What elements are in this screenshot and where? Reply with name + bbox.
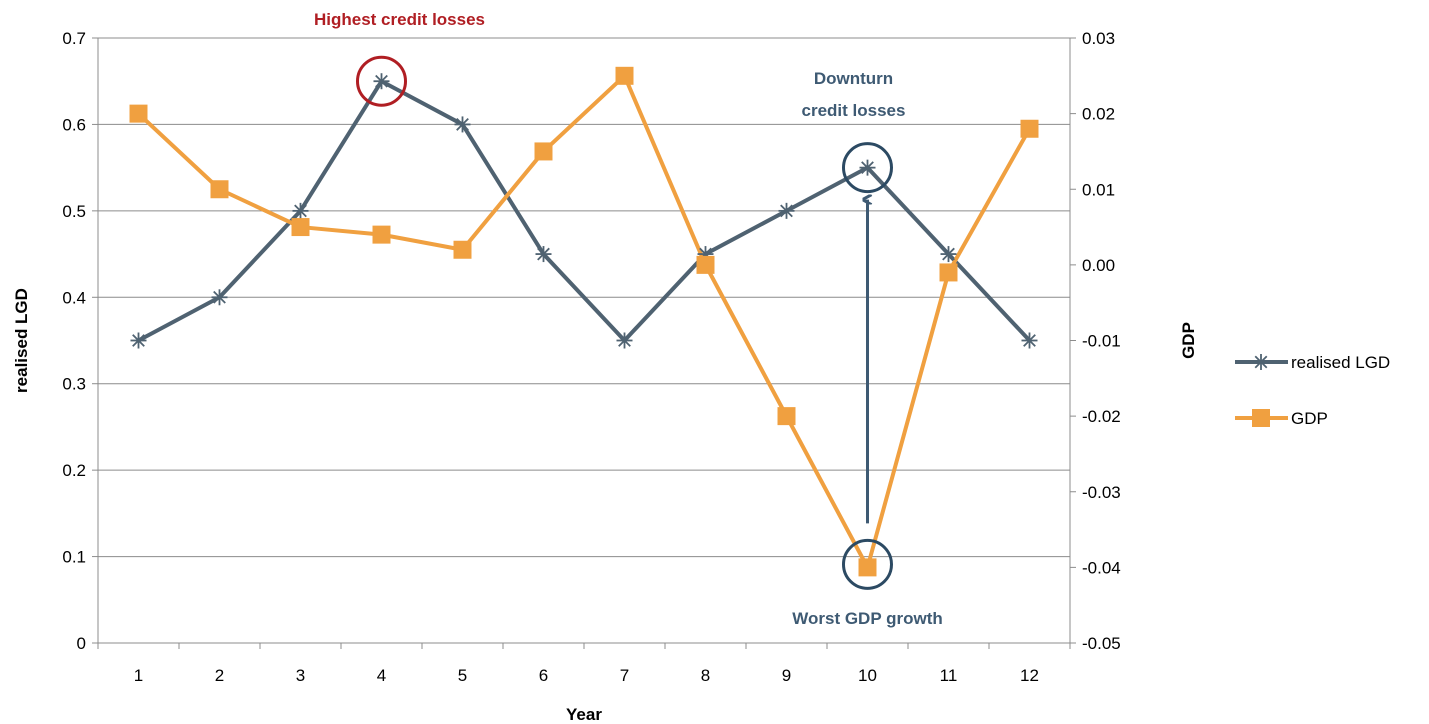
downturn-highlight-circle bbox=[842, 142, 893, 194]
worst-gdp-growth-label: Worst GDP growth bbox=[792, 609, 943, 628]
downturn-label-line-1: Downturn bbox=[814, 69, 893, 88]
legend-item-gdp: GDP bbox=[1235, 409, 1328, 428]
series-lines bbox=[137, 73, 1032, 570]
legend-label-realised-lgd: realised LGD bbox=[1291, 353, 1390, 372]
data-point-realised-lgd bbox=[616, 332, 633, 349]
left-tick-label: 0.4 bbox=[62, 288, 86, 307]
x-tick-label: 11 bbox=[940, 666, 958, 685]
legend-marker-gdp bbox=[1252, 409, 1270, 427]
x-tick-label: 1 bbox=[134, 666, 143, 685]
legend-item-realised-lgd: realised LGD bbox=[1235, 353, 1390, 372]
left-tick-labels: 0 0.1 0.2 0.3 0.4 0.5 0.6 0.7 bbox=[62, 29, 86, 653]
x-tick-labels: 1 2 3 4 5 6 7 8 9 10 11 12 bbox=[134, 666, 1039, 685]
right-tick-label: 0.02 bbox=[1082, 105, 1115, 124]
right-tick-label: -0.04 bbox=[1082, 558, 1121, 577]
annotations: Highest credit losses Downturn credit lo… bbox=[314, 10, 943, 628]
right-tick-label: 0.01 bbox=[1082, 180, 1115, 199]
data-point-realised-lgd bbox=[535, 246, 552, 263]
data-point-gdp bbox=[858, 558, 877, 577]
data-point-gdp bbox=[939, 263, 958, 282]
downturn-label-line-2: credit losses bbox=[802, 101, 906, 120]
gridlines bbox=[98, 37, 1070, 558]
x-tick-label: 5 bbox=[458, 666, 467, 685]
data-point-realised-lgd bbox=[1021, 332, 1038, 349]
right-tick-label: 0.00 bbox=[1082, 256, 1115, 275]
series-line-gdp bbox=[137, 73, 1032, 570]
legend-label-gdp: GDP bbox=[1291, 409, 1328, 428]
left-tick-label: 0.3 bbox=[62, 375, 86, 394]
x-tick-label: 7 bbox=[620, 666, 629, 685]
data-point-gdp bbox=[453, 240, 472, 259]
data-point-realised-lgd bbox=[940, 246, 957, 263]
legend-asterisk-marker bbox=[1253, 354, 1269, 370]
highest-loss-highlight-circle bbox=[356, 55, 407, 107]
data-point-gdp bbox=[1020, 119, 1039, 138]
x-tick-label: 9 bbox=[782, 666, 791, 685]
data-point-realised-lgd bbox=[373, 73, 390, 90]
data-point-gdp bbox=[696, 255, 715, 274]
left-tick-label: 0.1 bbox=[62, 548, 86, 567]
series-line-realised-lgd bbox=[137, 79, 1031, 343]
data-point-gdp bbox=[777, 407, 796, 426]
data-point-realised-lgd bbox=[454, 116, 471, 133]
x-tick-label: 2 bbox=[215, 666, 224, 685]
data-point-gdp bbox=[534, 142, 553, 161]
left-tick-label: 0.5 bbox=[62, 202, 86, 221]
data-point-gdp bbox=[615, 66, 634, 85]
data-point-gdp bbox=[129, 104, 148, 123]
data-point-realised-lgd bbox=[859, 159, 876, 176]
data-point-realised-lgd bbox=[778, 202, 795, 219]
x-axis-title: Year bbox=[566, 705, 602, 724]
x-tick-label: 3 bbox=[296, 666, 305, 685]
right-tick-label: -0.02 bbox=[1082, 407, 1121, 426]
left-axis-title: realised LGD bbox=[12, 288, 31, 393]
x-tick-label: 6 bbox=[539, 666, 548, 685]
data-point-gdp bbox=[372, 225, 391, 244]
x-tick-label: 12 bbox=[1020, 666, 1039, 685]
right-tick-label: 0.03 bbox=[1082, 29, 1115, 48]
left-tick-label: 0.6 bbox=[62, 115, 86, 134]
legend: realised LGD GDP bbox=[1235, 353, 1390, 428]
data-point-realised-lgd bbox=[130, 332, 147, 349]
data-point-gdp bbox=[210, 180, 229, 199]
data-point-gdp bbox=[291, 218, 310, 237]
right-axis-title: GDP bbox=[1179, 322, 1198, 359]
right-tick-labels: -0.05 -0.04 -0.03 -0.02 -0.01 0.00 0.01 0.02 0.0… bbox=[1082, 29, 1121, 653]
left-tick-label: 0.2 bbox=[62, 461, 86, 480]
series-markers bbox=[129, 66, 1039, 577]
right-tick-label: -0.01 bbox=[1082, 332, 1121, 351]
highest-credit-losses-label: Highest credit losses bbox=[314, 10, 485, 29]
data-point-realised-lgd bbox=[292, 202, 309, 219]
legend-square-marker bbox=[1252, 409, 1270, 427]
legend-marker-realised-lgd bbox=[1253, 354, 1269, 370]
right-tick-label: -0.05 bbox=[1082, 634, 1121, 653]
x-tick-marks bbox=[92, 37, 1076, 649]
data-point-realised-lgd bbox=[211, 289, 228, 306]
x-tick-label: 10 bbox=[858, 666, 877, 685]
x-tick-label: 8 bbox=[701, 666, 710, 685]
right-tick-label: -0.03 bbox=[1082, 483, 1121, 502]
x-tick-label: 4 bbox=[377, 666, 386, 685]
left-tick-label: 0.7 bbox=[62, 29, 86, 48]
left-tick-label: 0 bbox=[77, 634, 86, 653]
worst-gdp-highlight-circle bbox=[842, 538, 893, 590]
